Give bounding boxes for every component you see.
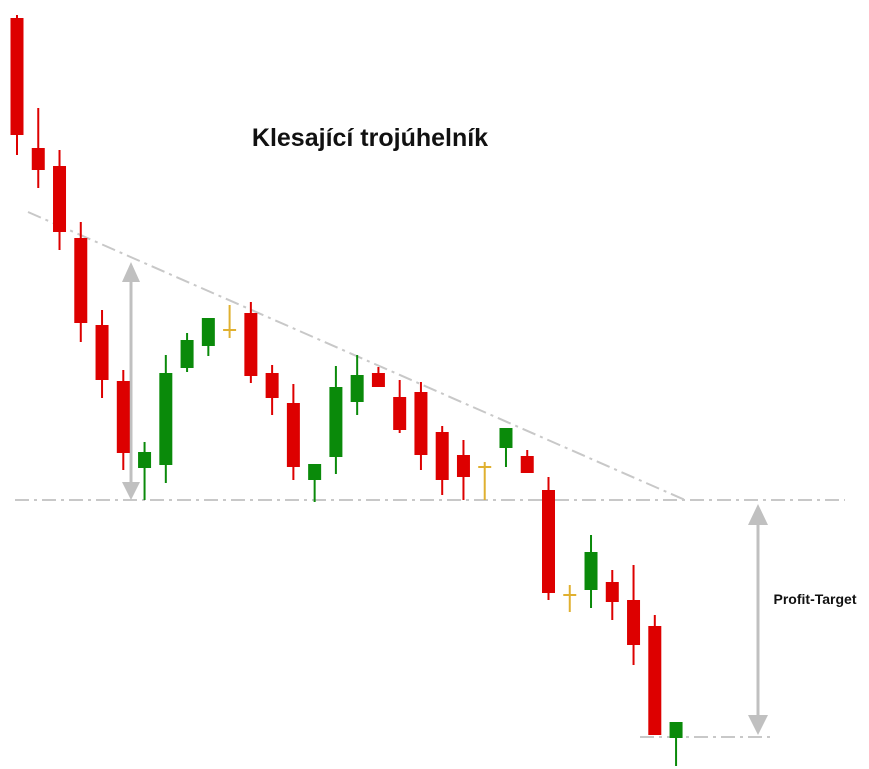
candle-body [286,403,300,467]
candle-body [180,340,194,368]
candle-body [244,313,258,376]
candle-body [53,166,67,232]
height-arrow [122,262,140,500]
candle-body [159,373,173,465]
candle-body [308,464,322,480]
candle-body [584,552,598,590]
candle-body [138,452,152,468]
candle-body [669,722,683,738]
candle-body [627,600,641,645]
candle-body [542,490,555,593]
annotation: Profit-Target [774,591,857,607]
candle-body [201,318,215,346]
target-arrow [748,504,768,735]
chart-title: Klesající trojúhelník [252,124,488,152]
candle-body [414,392,428,455]
candle-body [95,325,109,380]
candle-body [648,626,662,735]
candle-body [74,238,88,323]
candle-body [393,397,407,430]
candle-body [435,432,449,480]
candle-body [520,456,534,473]
candle-body [605,582,619,602]
candle-body [265,373,279,398]
candle-body [10,18,24,135]
candle-body [350,375,364,402]
candle-body [371,373,385,387]
candle-body [31,148,45,170]
candle-body [499,428,513,448]
candle-body [329,387,343,457]
candle-body [116,381,130,453]
candle-body [456,455,470,477]
